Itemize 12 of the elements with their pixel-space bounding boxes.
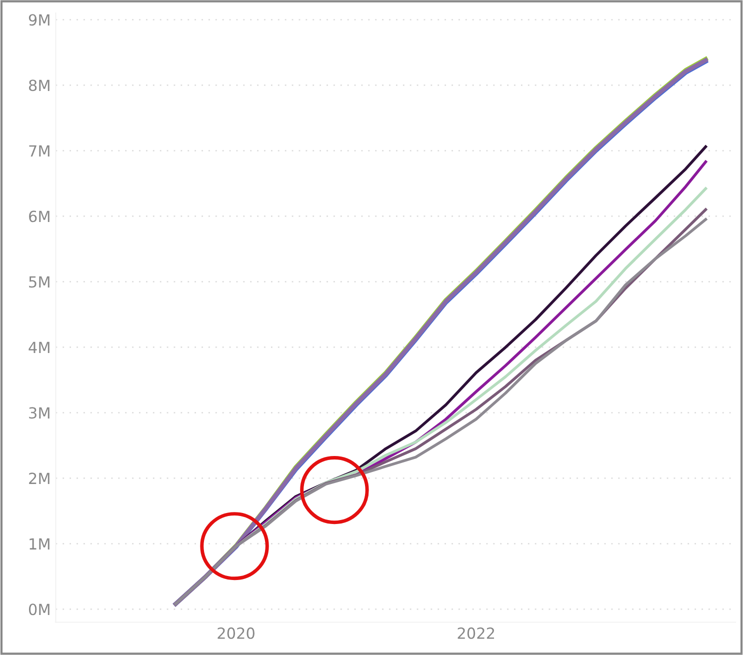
y-tick-label: 4M [28, 342, 50, 353]
y-tick-label: 5M [29, 276, 50, 288]
y-tick-label: 0M [28, 604, 50, 616]
y-tick-label: 2M [29, 472, 50, 484]
y-tick-label: 7M [29, 145, 50, 156]
y-tick-label: 9M [28, 14, 50, 26]
y-tick-label: 8M [29, 80, 50, 92]
x-tick-label: 2020 [218, 627, 254, 639]
y-tick-label: 1M [30, 538, 50, 550]
x-tick-label: 2022 [458, 627, 494, 639]
y-tick-label: 3M [29, 407, 50, 419]
y-tick-label: 6M [29, 210, 50, 222]
